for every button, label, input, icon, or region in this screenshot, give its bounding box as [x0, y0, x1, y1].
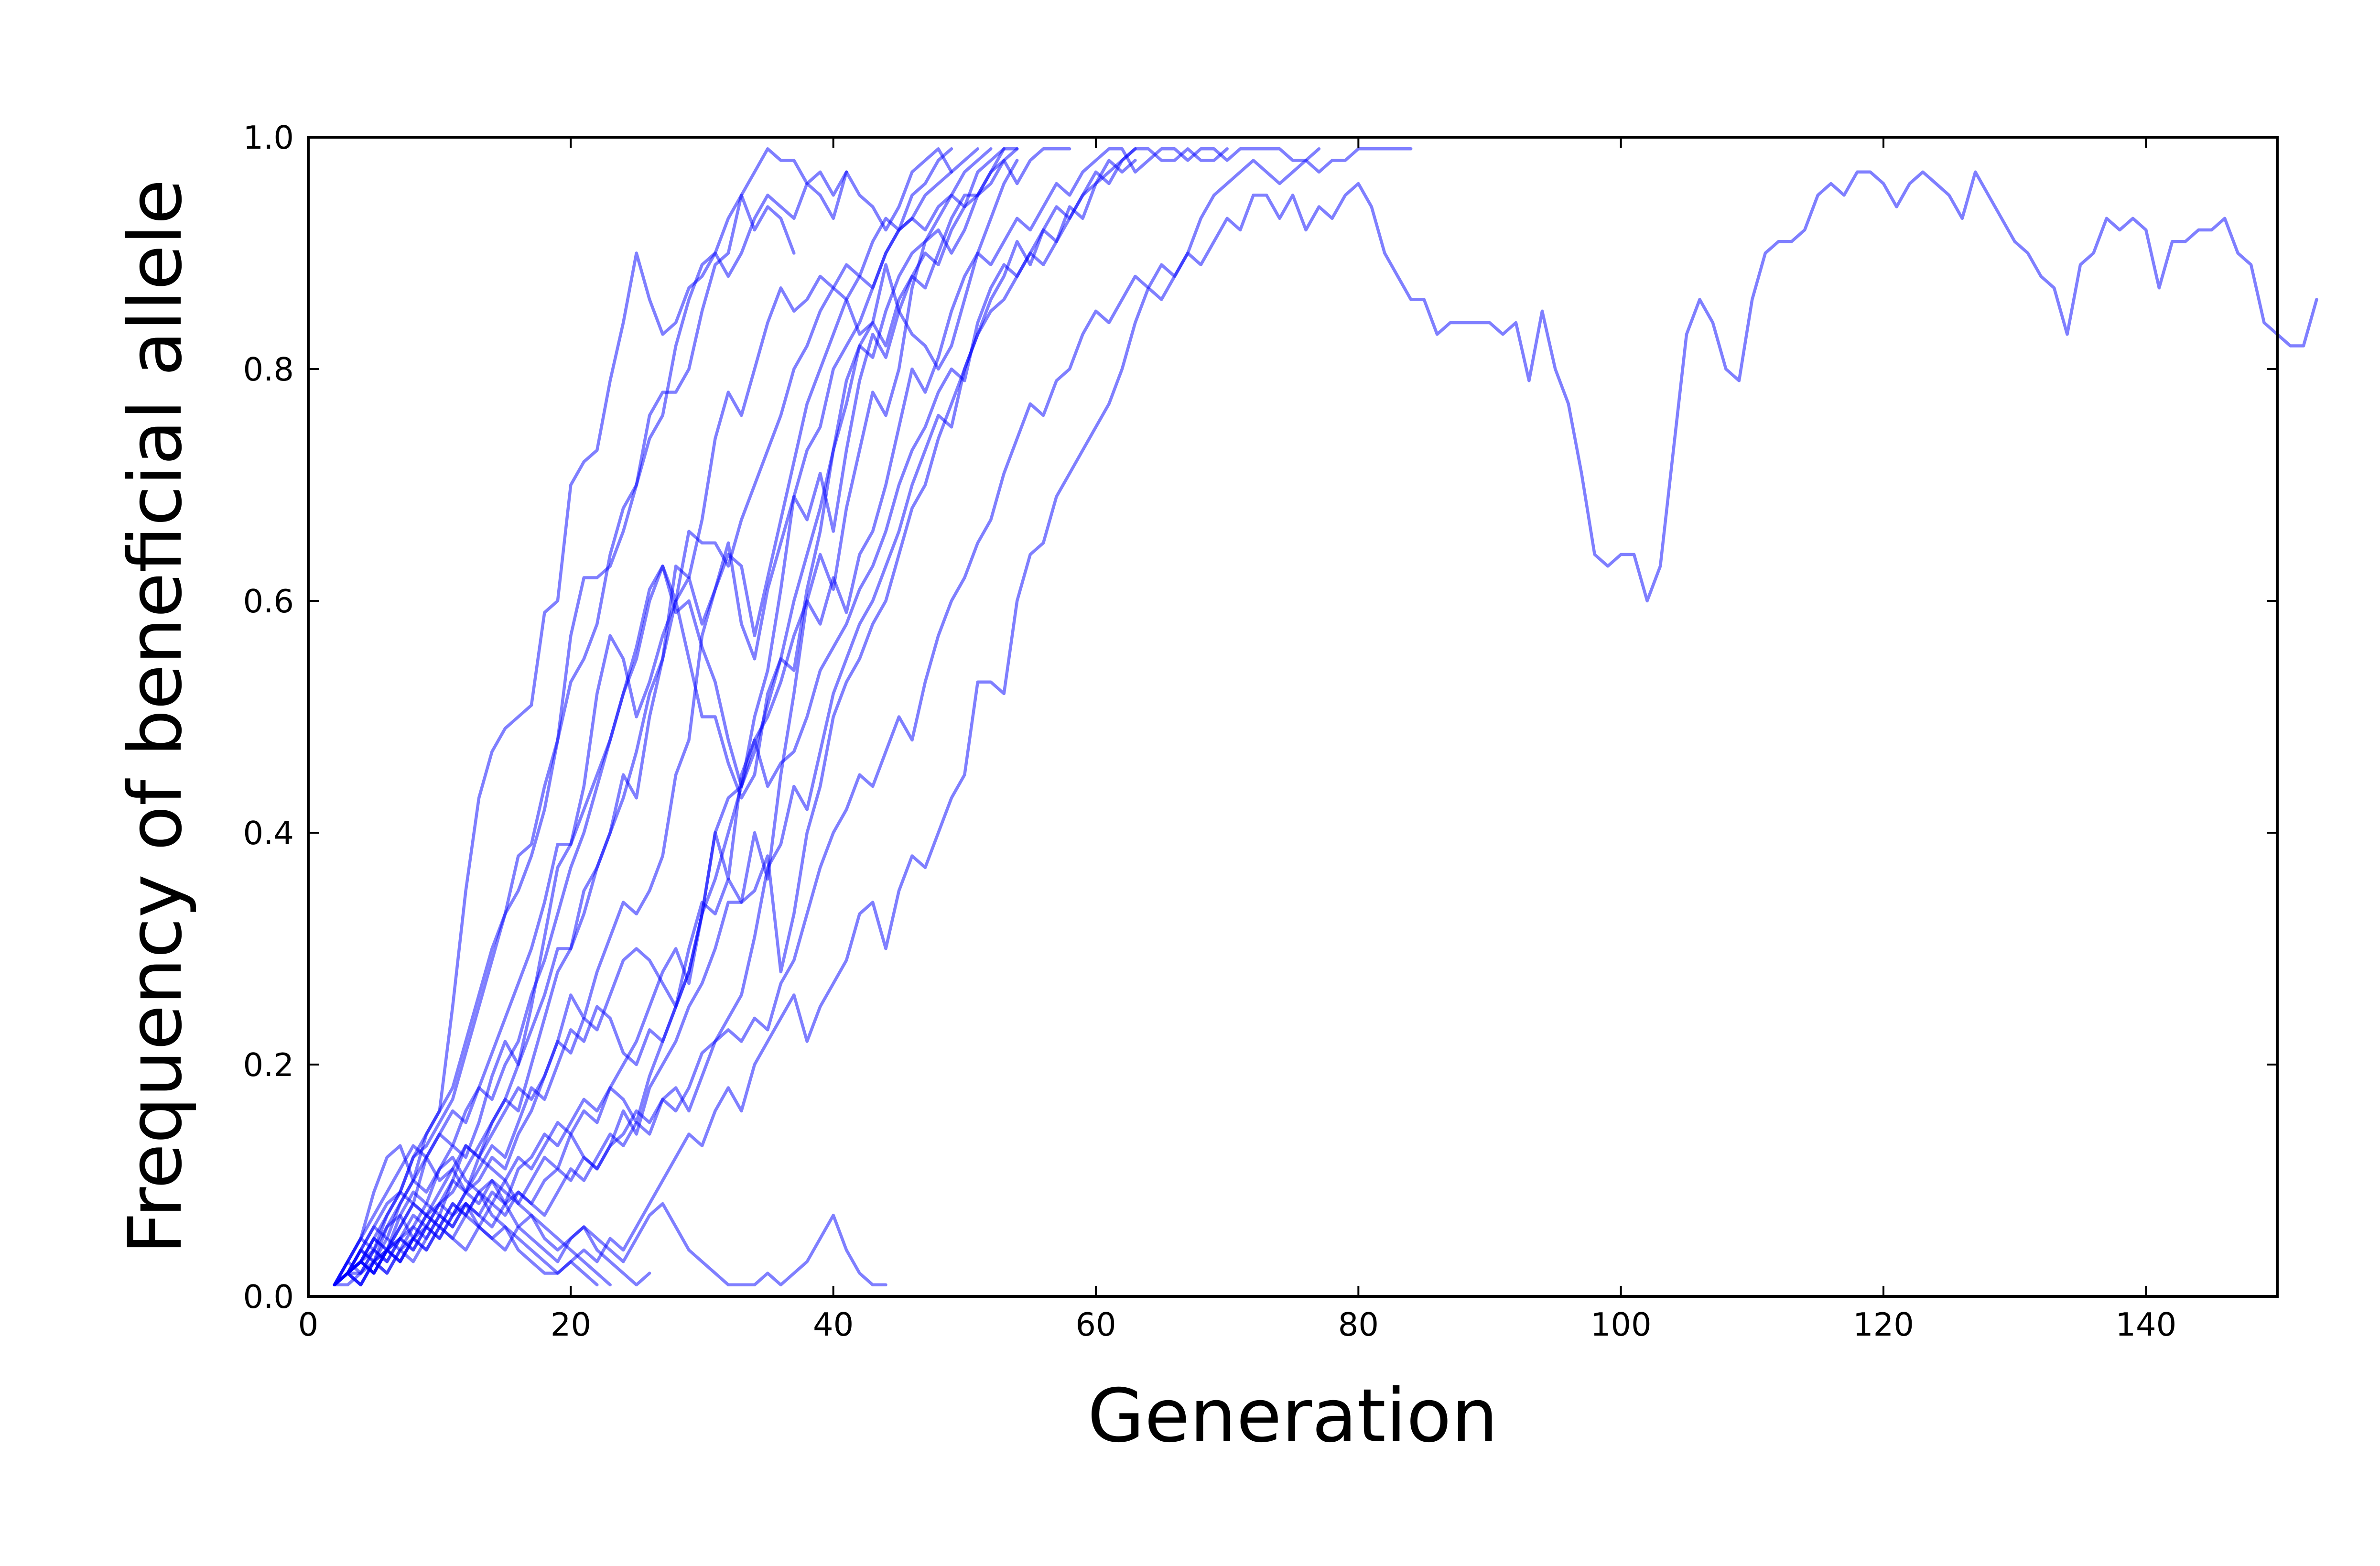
y-tick-label: 0.6 [243, 583, 294, 620]
y-tick-label: 0.0 [243, 1278, 294, 1316]
series-line-14 [333, 147, 1229, 1287]
x-tick-label: 40 [813, 1306, 854, 1343]
x-tick-label: 60 [1075, 1306, 1116, 1343]
x-tick-label: 120 [1853, 1306, 1914, 1343]
series-line-21 [333, 1202, 887, 1287]
series-line-1 [333, 194, 796, 1287]
series-layer [333, 147, 2318, 1287]
series-line-16 [333, 170, 2318, 1287]
series-line-17 [333, 147, 1413, 1287]
x-tick-label: 80 [1338, 1306, 1379, 1343]
x-tick-label: 20 [551, 1306, 591, 1343]
series-line-15 [333, 147, 1321, 1287]
series-line-9 [333, 147, 993, 1287]
y-tick-label: 0.4 [243, 815, 294, 852]
plot-frame [307, 136, 2279, 1298]
series-line-19 [333, 1155, 599, 1287]
x-tick-label: 100 [1590, 1306, 1652, 1343]
series-line-20 [333, 1190, 651, 1287]
series-line-8 [333, 147, 1019, 1287]
series-line-13 [333, 159, 1137, 1287]
series-line-3 [333, 147, 953, 1287]
x-tick-label: 0 [298, 1306, 319, 1343]
y-tick-label: 0.8 [243, 351, 294, 388]
x-tick-label: 140 [2115, 1306, 2176, 1343]
x-axis-title: Generation [1087, 1373, 1498, 1459]
y-tick-label: 1.0 [243, 119, 294, 156]
y-axis-title: Frequency of beneficial allele [113, 179, 198, 1255]
y-tick-label: 0.2 [243, 1046, 294, 1084]
